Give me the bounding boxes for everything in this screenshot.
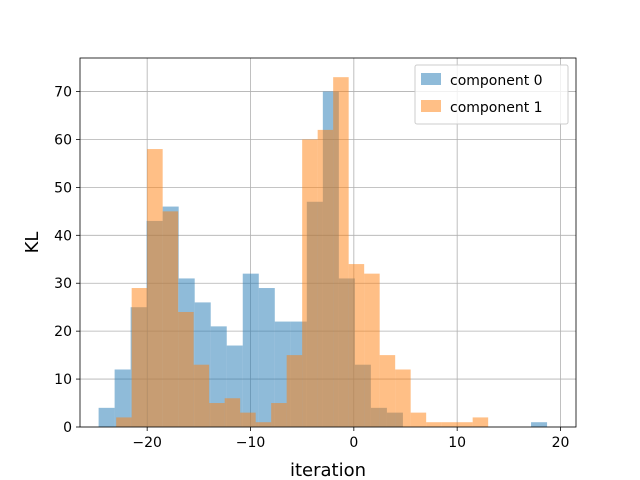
histogram-bar-component-1 — [224, 398, 241, 427]
legend-swatch-component-0 — [421, 73, 441, 85]
histogram-bar-component-1 — [333, 77, 349, 428]
histogram-bar-component-1 — [255, 422, 272, 427]
y-tick-label: 50 — [54, 180, 72, 196]
histogram-bar-component-1 — [209, 403, 225, 427]
histogram-bar-component-0 — [210, 326, 227, 427]
histogram-bar-component-0 — [531, 422, 548, 427]
histogram-bar-component-1 — [178, 311, 194, 427]
histogram-bar-component-1 — [348, 264, 365, 427]
histogram-bar-component-1 — [457, 422, 473, 427]
y-tick-label: 40 — [54, 228, 72, 244]
x-tick-label: 20 — [552, 435, 570, 451]
y-tick-label: 60 — [54, 132, 72, 148]
histogram-bar-component-1 — [286, 355, 303, 427]
legend: component 0 component 1 — [414, 64, 569, 125]
x-tick-label: 0 — [349, 435, 358, 451]
histogram-bar-component-1 — [193, 364, 210, 427]
axis-ticks: −20 −10 0 10 20 0 10 20 30 40 50 60 70 — [54, 85, 569, 451]
histogram-bar-component-1 — [240, 412, 256, 427]
histogram-bar-component-1 — [379, 355, 396, 427]
x-axis-label: iteration — [290, 460, 366, 480]
y-tick-label: 10 — [54, 372, 72, 388]
histogram-bar-component-1 — [162, 211, 179, 427]
histogram-bar-component-1 — [317, 129, 334, 427]
histogram-bar-component-0 — [98, 407, 115, 427]
histogram-bar-component-1 — [472, 417, 489, 427]
histogram-bar-component-0 — [258, 288, 275, 427]
histogram-bar-component-1 — [147, 149, 163, 427]
legend-box — [414, 64, 569, 125]
histogram-bar-component-1 — [302, 139, 318, 427]
histogram-bar-component-1 — [426, 422, 442, 427]
histogram-bar-component-0 — [242, 273, 259, 427]
x-tick-label: −20 — [132, 435, 162, 451]
y-tick-label: 0 — [63, 420, 72, 436]
legend-label-component-0: component 0 — [450, 73, 543, 89]
histogram-bars — [98, 77, 548, 428]
histogram-bar-component-1 — [364, 273, 380, 427]
y-tick-label: 70 — [54, 85, 72, 101]
plot-frame — [79, 57, 577, 428]
histogram-bar-component-1 — [395, 369, 411, 427]
y-axis-label: KL — [22, 232, 43, 254]
histogram-bar-component-1 — [441, 422, 458, 427]
histogram-bar-component-1 — [131, 288, 148, 427]
histogram-bar-component-0 — [114, 369, 131, 427]
y-tick-label: 30 — [54, 276, 72, 292]
x-tick-label: 10 — [448, 435, 466, 451]
histogram-bar-component-1 — [271, 403, 287, 427]
y-tick-label: 20 — [54, 324, 72, 340]
histogram-bar-component-1 — [410, 412, 427, 427]
legend-swatch-component-1 — [421, 100, 441, 112]
x-tick-label: −10 — [236, 435, 266, 451]
histogram-bar-component-1 — [116, 417, 132, 427]
legend-label-component-1: component 1 — [450, 100, 543, 116]
